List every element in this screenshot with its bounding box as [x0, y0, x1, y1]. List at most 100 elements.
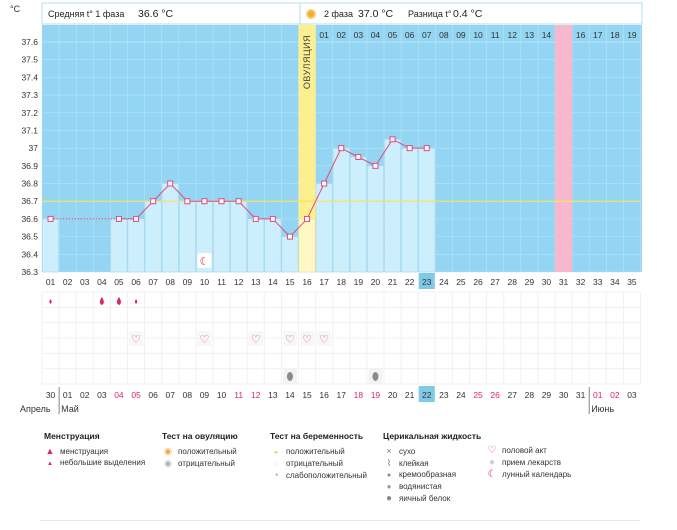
cycle-day-label: 16	[302, 277, 312, 287]
legend-item-label: положительный	[178, 447, 237, 456]
temperature-point	[304, 215, 311, 222]
negative-test-icon: ◉	[164, 458, 172, 468]
top-day-label: 13	[525, 30, 535, 40]
y-tick-label: 36.4	[21, 249, 38, 259]
cycle-day-label: 03	[80, 277, 90, 287]
creamy-icon: ●	[386, 472, 392, 479]
small-drop-icon: ▲	[47, 461, 53, 467]
date-label: 27	[508, 390, 518, 400]
heart-marker-bg	[317, 331, 332, 346]
legend-item-label: отрицательный	[178, 459, 235, 468]
temperature-bar	[418, 147, 436, 273]
top-day-label: 07	[422, 30, 432, 40]
date-label: 11	[234, 390, 243, 400]
date-label: 03	[97, 390, 107, 400]
cycle-day-label: 28	[508, 277, 518, 287]
y-tick-label: 37.1	[21, 125, 38, 135]
date-label: 07	[166, 390, 176, 400]
temperature-point	[184, 198, 191, 205]
legend-menstruation: Менструация ▲ менструация ▲ небольшие выде…	[44, 430, 145, 469]
top-day-label: 02	[337, 30, 347, 40]
legend-item: ◉ отрицательный	[162, 457, 238, 469]
temperature-segment	[375, 139, 393, 167]
temperature-segment	[306, 183, 325, 220]
legend-ovulation-test-title: Тест на овуляцию	[162, 431, 238, 441]
moon-icon: ☾	[487, 469, 497, 480]
cycle-day-label: 14	[268, 277, 278, 287]
heart-icon: ♡	[251, 334, 261, 346]
cycle-day-label: 07	[148, 277, 158, 287]
date-label: 28	[525, 390, 535, 400]
temperature-point	[321, 180, 328, 187]
y-axis: 36.3 36.4 36.5 36.6 36.7 36.8 36.9 37 37.1 37.2 37…	[21, 37, 38, 277]
heart-icon: ♡	[302, 334, 312, 346]
legend-cervical: Церикальная жидкость × сухо ⌇ клейкая ● кре…	[383, 430, 481, 505]
date-label: 06	[148, 390, 158, 400]
temperature-point	[372, 162, 379, 169]
temperature-bar	[332, 147, 350, 273]
date-label: 13	[268, 390, 278, 400]
legend: Менструация ▲ менструация ▲ небольшие выде…	[0, 430, 677, 530]
legend-item: ◌ отрицательный	[270, 457, 367, 469]
marker-grid	[41, 291, 641, 385]
y-tick-label: 36.5	[21, 232, 38, 242]
heart-icon: ♡	[285, 334, 295, 346]
cycle-day-label: 21	[388, 277, 398, 287]
date-label: 05	[131, 390, 141, 400]
temperature-bar	[401, 147, 419, 273]
cycle-day-label: 17	[319, 277, 329, 287]
dry-icon: ×	[386, 446, 392, 456]
current-day-highlight	[418, 273, 435, 289]
date-label: 25	[473, 390, 483, 400]
egg-white-icon	[372, 372, 379, 381]
temperature-bar	[213, 200, 230, 273]
cycle-day-label: 19	[354, 277, 364, 287]
moon-icon: ☾	[200, 256, 210, 268]
y-tick-label: 37.4	[21, 72, 38, 82]
temperature-bar	[298, 218, 316, 273]
temperature-point	[355, 154, 362, 160]
negative-pregnancy-icon: ◌	[273, 458, 279, 468]
drop-icon	[116, 297, 121, 305]
cycle-day-label: 24	[439, 277, 449, 287]
date-label: 08	[183, 390, 193, 400]
date-label: 12	[251, 390, 261, 400]
y-tick-label: 37.2	[21, 108, 38, 118]
temperature-point	[47, 215, 54, 222]
sun-icon	[306, 9, 316, 19]
legend-item: ◉ положительный	[162, 445, 238, 457]
legend-item-label: половой акт	[502, 446, 547, 455]
heart-icon: ♡	[131, 334, 141, 346]
top-day-label: 03	[354, 30, 364, 40]
sticky-icon: ⌇	[386, 458, 392, 468]
dates-row: 30 01 02 03 04 05 06 07 08 09 10 11 12 13 14 15 16 17 18 19…	[46, 386, 637, 402]
date-label: 31	[576, 390, 586, 400]
diff-label: Разница t°	[408, 9, 452, 19]
heart-marker-bg	[282, 331, 297, 346]
cycle-day-label: 15	[285, 277, 295, 287]
temperature-bar	[42, 218, 59, 273]
date-label: 03	[627, 390, 637, 400]
top-day-label: 05	[388, 30, 398, 40]
temperature-point	[252, 215, 259, 222]
top-day-label: 10	[473, 30, 483, 40]
phase2-label: 2 фаза	[324, 9, 353, 19]
date-label: 18	[354, 390, 364, 400]
legend-pregnancy-test: Тест на беременность ◒ положительный ◌ отр…	[270, 430, 367, 481]
legend-item: ▲ небольшие выделения	[44, 457, 145, 469]
special-bands	[555, 25, 573, 272]
weak-pregnancy-icon: ◔	[273, 470, 279, 480]
legend-item: ♡ половой акт	[486, 445, 571, 457]
legend-item: ☾ лунный календарь	[486, 469, 572, 481]
legend-item: ● водянистая	[383, 481, 481, 493]
temperature-point	[167, 180, 174, 187]
legend-item: ● яичный белок	[383, 493, 481, 505]
temperature-point	[133, 215, 140, 222]
date-label: 21	[405, 390, 415, 400]
moon-markers: ☾	[197, 253, 212, 268]
legend-item-label: положительный	[286, 447, 345, 456]
bottom-divider	[40, 520, 640, 521]
heart-marker-bg	[300, 331, 315, 346]
cycle-day-label: 33	[593, 277, 603, 287]
drop-icon: ▲	[45, 446, 55, 456]
